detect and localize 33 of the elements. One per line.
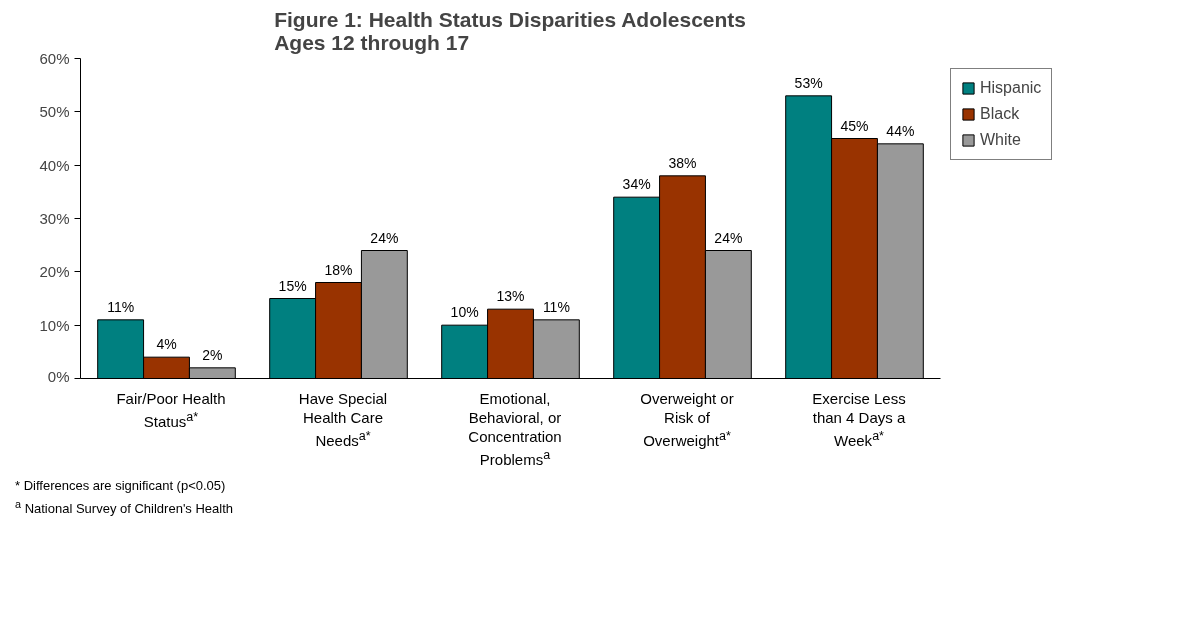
data-label: 38% (668, 154, 697, 171)
y-tick-label: 0% (47, 367, 70, 385)
data-label: 34% (622, 176, 651, 193)
legend-label: Hispanic (980, 79, 1042, 97)
text: $^{a}$ National Survey of Children's Health (15, 497, 234, 519)
y-tick-label: 10% (39, 316, 70, 334)
text: * Differences are significant (p<0.05) (15, 477, 226, 495)
data-label: 10% (450, 304, 479, 321)
y-tick-label: 20% (39, 263, 70, 281)
data-label: 4% (156, 336, 177, 353)
data-label: 11% (107, 298, 135, 315)
data-label: 11% (542, 298, 570, 315)
data-label: 18% (324, 261, 353, 278)
data-label: 44% (886, 122, 915, 139)
data-label: 53% (794, 74, 823, 91)
data-label: 15% (278, 277, 307, 294)
chart-title: Figure 1: Health Status Disparities Adolescents Ages 12 through 17 (274, 7, 747, 54)
data-label: 24% (714, 229, 743, 246)
legend-label: White (980, 131, 1021, 149)
data-label: 24% (370, 229, 399, 246)
x-tick-label: Have Special Health Care Needs$^{a*}$ (297, 389, 389, 450)
x-tick-label: Emotional, Behavioral, or Concentration Problems$^{a}$ (467, 389, 563, 469)
y-tick-label: 40% (39, 156, 70, 174)
y-tick-label: 60% (39, 50, 70, 67)
data-label: 13% (496, 288, 525, 305)
x-tick-label: Exercise Less than 4 Days a Week$^{a*}$ (811, 389, 907, 450)
x-tick-label: Overweight or Risk of Overweight$^{a*}$ (639, 389, 735, 450)
y-tick-label: 50% (39, 103, 70, 121)
y-tick-label: 30% (39, 210, 70, 227)
x-tick-label: Fair/Poor Health Status$^{a*}$ (115, 389, 227, 431)
data-label: 2% (202, 346, 223, 363)
legend-label: Black (980, 105, 1020, 123)
data-label: 45% (840, 117, 869, 134)
